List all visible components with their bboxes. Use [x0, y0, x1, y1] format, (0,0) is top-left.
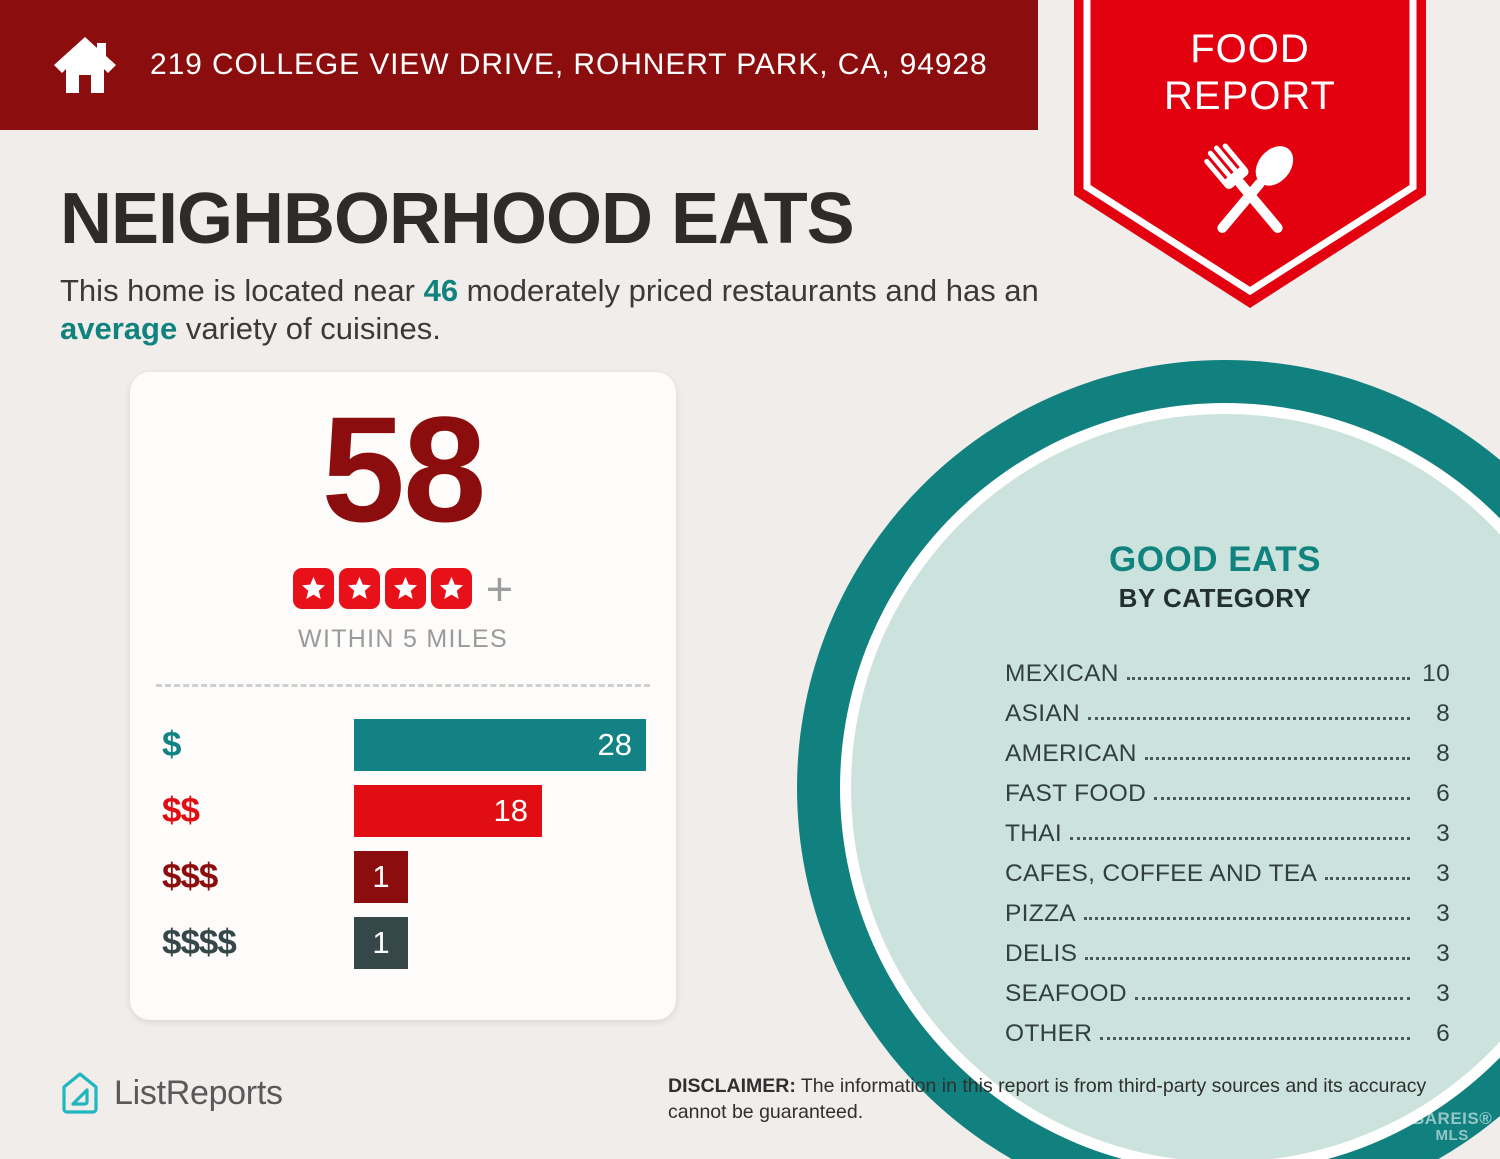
plus-sign: +	[485, 561, 514, 615]
listreports-house-icon	[62, 1072, 98, 1114]
listreports-logo[interactable]: ListReports	[60, 1071, 283, 1115]
good-eats-item: MEXICAN 10	[1005, 648, 1450, 688]
good-eats-category-name: THAI	[1005, 820, 1063, 847]
bar-row: $$$$ 1	[130, 910, 676, 976]
leader-dots	[1325, 877, 1410, 880]
page-subtitle: This home is located near 46 moderately …	[60, 272, 1050, 348]
star-rating: +	[130, 561, 676, 615]
good-eats-item: DELIS 3	[1005, 928, 1450, 968]
bareis-mls-watermark: BAREIS® MLS	[1412, 1110, 1492, 1144]
good-eats-item: AMERICAN 8	[1005, 728, 1450, 768]
subtitle-restaurant-count: 46	[423, 273, 459, 308]
address-header: 219 COLLEGE VIEW DRIVE, ROHNERT PARK, CA…	[0, 0, 1038, 130]
good-eats-category-name: SEAFOOD	[1005, 980, 1127, 1007]
leader-dots	[1144, 757, 1410, 760]
leader-dots	[1134, 997, 1410, 1000]
good-eats-category-count: 3	[1436, 860, 1450, 887]
score-card: 58 + WITHIN 5 MILES $28 $$ 18 $$$ 1 $$$$ 1	[130, 372, 676, 1020]
disclaimer-label: DISCLAIMER:	[668, 1075, 796, 1097]
listreports-wordmark: ListReports	[114, 1073, 283, 1112]
bar-category-label: $$	[162, 791, 200, 830]
good-eats-category-count: 10	[1422, 660, 1450, 687]
leader-dots	[1126, 677, 1410, 680]
bar: 1	[354, 851, 408, 903]
subtitle-text-1: This home is located near	[60, 273, 424, 308]
good-eats-category-count: 6	[1436, 1020, 1450, 1047]
good-eats-category-count: 3	[1436, 820, 1450, 847]
good-eats-category-count: 8	[1436, 740, 1450, 767]
good-eats-list: MEXICAN 10 ASIAN 8 AMERICAN 8 FAST FOOD 6 THAI 3 C…	[1005, 648, 1450, 1048]
good-eats-category-name: ASIAN	[1005, 700, 1081, 727]
good-eats-category-name: OTHER	[1005, 1020, 1093, 1047]
good-eats-category-count: 3	[1436, 900, 1450, 927]
good-eats-category-name: FAST FOOD	[1005, 780, 1147, 807]
leader-dots	[1083, 917, 1410, 920]
good-eats-category-name: AMERICAN	[1005, 740, 1137, 767]
good-eats-category-name: CAFES, COFFEE AND TEA	[1005, 860, 1318, 887]
subtitle-text-3: variety of cuisines.	[177, 311, 441, 346]
watermark-line-2: MLS	[1435, 1127, 1469, 1144]
subtitle-text-2: moderately priced restaurants and has an	[458, 273, 1039, 308]
star-icon	[292, 568, 334, 609]
good-eats-category-count: 6	[1436, 780, 1450, 807]
page-title: NEIGHBORHOOD EATS	[60, 179, 855, 259]
good-eats-subtitle: BY CATEGORY	[1118, 583, 1312, 613]
house-icon	[54, 37, 116, 93]
leader-dots	[1085, 957, 1410, 960]
address-text: 219 COLLEGE VIEW DRIVE, ROHNERT PARK, CA…	[150, 48, 988, 81]
good-eats-item: THAI 3	[1005, 808, 1450, 848]
bar-category-label: $$$	[162, 857, 218, 896]
good-eats-category-name: MEXICAN	[1005, 660, 1119, 687]
good-eats-title: GOOD EATS	[1109, 540, 1321, 579]
good-eats-circle	[795, 358, 1500, 1159]
star-icon	[384, 568, 426, 609]
spoon-fork-icon	[1204, 143, 1294, 233]
bar-value-label: 1	[372, 859, 390, 894]
food-report-badge: FOOD REPORT	[1074, 0, 1426, 310]
good-eats-category-count: 3	[1436, 940, 1450, 967]
good-eats-item: OTHER 6	[1005, 1008, 1450, 1048]
disclaimer: DISCLAIMER: The information in this repo…	[668, 1073, 1458, 1125]
star-icon	[338, 568, 380, 609]
score-value: 58	[321, 385, 487, 553]
star-icon	[430, 568, 472, 609]
leader-dots	[1088, 717, 1410, 720]
good-eats-item: PIZZA 3	[1005, 888, 1450, 928]
card-divider	[156, 684, 650, 687]
bar: 28	[354, 719, 646, 771]
good-eats-category-name: PIZZA	[1005, 900, 1076, 927]
good-eats-category-count: 3	[1436, 980, 1450, 1007]
bar-value-label: 1	[372, 925, 390, 960]
bar-category-label: $	[162, 725, 181, 764]
bar: 1	[354, 917, 408, 969]
good-eats-category-count: 8	[1436, 700, 1450, 727]
subtitle-variety-word: average	[60, 311, 178, 346]
bar: 18	[354, 785, 542, 837]
bar-row: $28	[130, 712, 676, 778]
bar-value-label: 18	[493, 793, 528, 828]
disclaimer-text: The information in this report is from t…	[668, 1075, 1427, 1123]
price-range-bar-chart: $28 $$ 18 $$$ 1 $$$$ 1	[130, 712, 676, 976]
good-eats-panel: GOOD EATS BY CATEGORY MEXICAN 10 ASIAN 8 AME…	[965, 540, 1465, 1048]
bar-row: $$$ 1	[130, 844, 676, 910]
leader-dots	[1100, 1037, 1410, 1040]
bar-row: $$ 18	[130, 778, 676, 844]
good-eats-category-name: DELIS	[1005, 940, 1078, 967]
good-eats-item: CAFES, COFFEE AND TEA 3	[1005, 848, 1450, 888]
bar-value-label: 28	[597, 727, 632, 762]
bar-category-label: $$$$	[162, 923, 237, 962]
leader-dots	[1070, 837, 1410, 840]
leader-dots	[1154, 797, 1410, 800]
good-eats-item: SEAFOOD 3	[1005, 968, 1450, 1008]
watermark-line-1: BAREIS®	[1412, 1109, 1493, 1128]
score-caption: WITHIN 5 MILES	[298, 625, 508, 653]
good-eats-item: ASIAN 8	[1005, 688, 1450, 728]
good-eats-item: FAST FOOD 6	[1005, 768, 1450, 808]
